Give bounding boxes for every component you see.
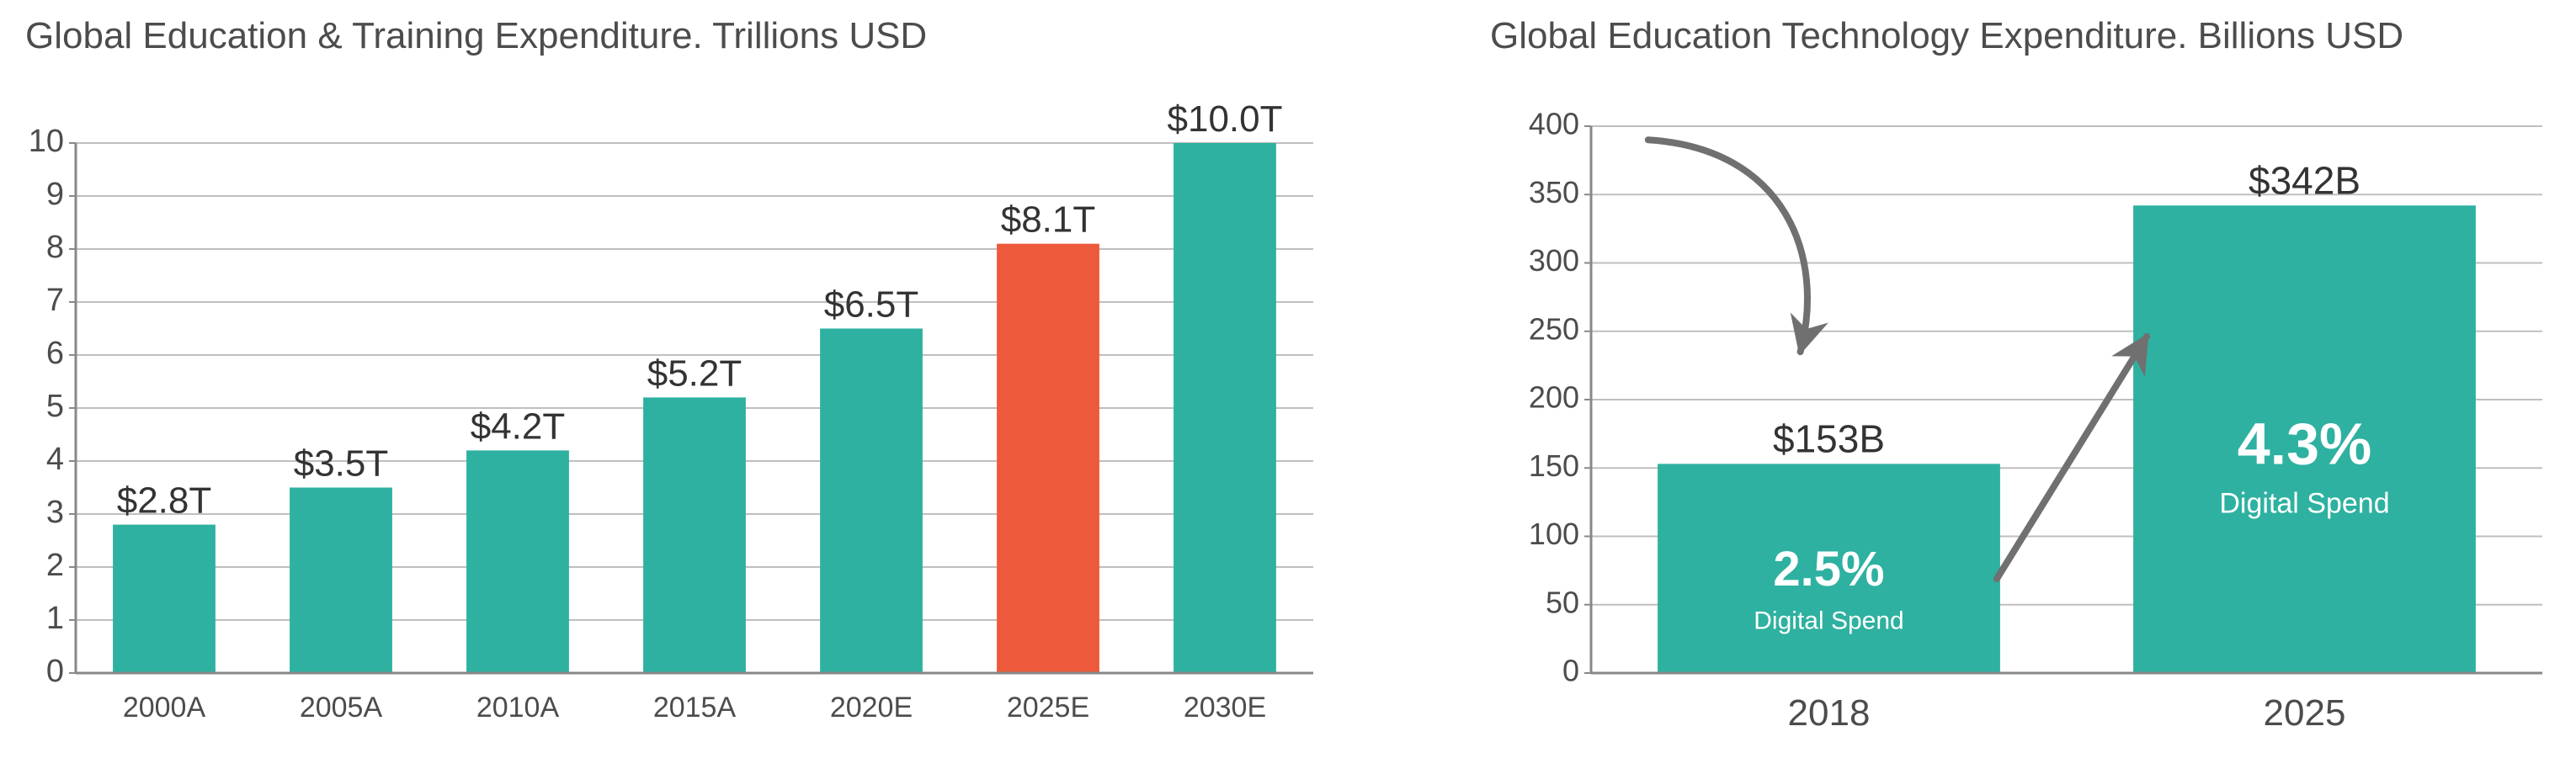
svg-text:2010A: 2010A	[476, 692, 560, 724]
svg-text:100: 100	[1529, 517, 1579, 551]
chart-svg: 0 50 100 150 200 250 300 350 400 $153B 2018 $342B 20…	[1498, 101, 2559, 749]
svg-text:200: 200	[1529, 380, 1579, 415]
svg-text:2: 2	[46, 548, 64, 583]
svg-text:0: 0	[46, 654, 64, 689]
svg-text:6: 6	[46, 336, 64, 371]
bar	[820, 329, 923, 674]
curved-arrow-icon	[1648, 140, 1807, 352]
svg-text:Digital Spend: Digital Spend	[1754, 607, 1903, 634]
svg-text:0: 0	[1562, 654, 1579, 688]
svg-text:2005A: 2005A	[300, 692, 383, 724]
bar	[113, 525, 216, 673]
svg-text:$8.1T: $8.1T	[1001, 199, 1096, 241]
svg-text:10: 10	[29, 124, 64, 159]
bar	[1174, 143, 1276, 673]
svg-text:3: 3	[46, 495, 64, 530]
svg-text:$3.5T: $3.5T	[294, 443, 389, 485]
left-chart-title: Global Education & Training Expenditure.…	[25, 15, 927, 57]
svg-text:150: 150	[1529, 448, 1579, 483]
svg-text:2000A: 2000A	[123, 692, 206, 724]
bar	[643, 397, 746, 673]
svg-text:400: 400	[1529, 107, 1579, 141]
svg-text:2018: 2018	[1788, 692, 1871, 734]
bar	[997, 244, 1099, 673]
svg-text:$5.2T: $5.2T	[647, 353, 742, 394]
svg-text:2.5%: 2.5%	[1773, 542, 1884, 596]
svg-text:8: 8	[46, 230, 64, 265]
svg-text:2025E: 2025E	[1007, 692, 1089, 724]
svg-text:$153B: $153B	[1773, 416, 1885, 460]
svg-text:4: 4	[46, 442, 64, 477]
left-chart-plot: 0 1 2 3 4 5 6 7 8 9 10 $2.8T 2000A $3.5T 2005A $4.2T 201…	[17, 84, 1322, 749]
chart-svg: 0 1 2 3 4 5 6 7 8 9 10 $2.8T 2000A $3.5T 2005A $4.2T 201…	[17, 84, 1322, 749]
bar	[466, 450, 569, 673]
svg-text:2030E: 2030E	[1184, 692, 1266, 724]
svg-text:$4.2T: $4.2T	[471, 406, 566, 447]
svg-text:250: 250	[1529, 311, 1579, 346]
right-chart-plot: 0 50 100 150 200 250 300 350 400 $153B 2018 $342B 20…	[1498, 101, 2559, 749]
right-chart-title: Global Education Technology Expenditure.…	[1490, 15, 2403, 57]
svg-text:Digital Spend: Digital Spend	[2219, 488, 2389, 520]
svg-text:$6.5T: $6.5T	[824, 284, 919, 326]
svg-text:7: 7	[46, 283, 64, 318]
svg-text:5: 5	[46, 389, 64, 424]
svg-text:350: 350	[1529, 175, 1579, 209]
svg-text:$342B: $342B	[2249, 158, 2360, 202]
svg-text:$2.8T: $2.8T	[117, 480, 212, 522]
svg-text:2015A: 2015A	[653, 692, 737, 724]
svg-text:1: 1	[46, 601, 64, 636]
svg-text:$10.0T: $10.0T	[1168, 98, 1283, 140]
link-arrow-icon	[1997, 337, 2147, 579]
svg-text:4.3%: 4.3%	[2238, 411, 2372, 477]
svg-text:2025: 2025	[2264, 692, 2346, 734]
svg-text:50: 50	[1546, 585, 1579, 619]
svg-text:9: 9	[46, 177, 64, 212]
bar	[290, 488, 392, 674]
svg-text:2020E: 2020E	[830, 692, 913, 724]
page: Global Education & Training Expenditure.…	[0, 0, 2576, 774]
svg-text:300: 300	[1529, 243, 1579, 278]
